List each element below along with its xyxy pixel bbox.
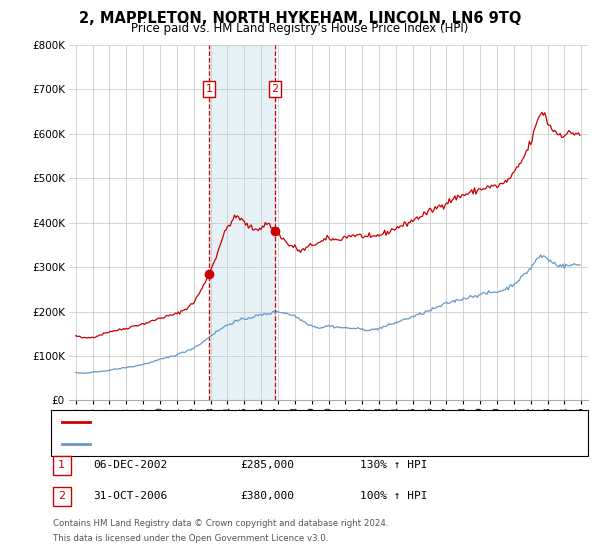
Bar (209, 45, 275, 400)
Text: 130% ↑ HPI: 130% ↑ HPI (360, 460, 427, 470)
Text: This data is licensed under the Open Government Licence v3.0.: This data is licensed under the Open Gov… (53, 534, 328, 543)
Text: 31-OCT-2006: 31-OCT-2006 (93, 491, 167, 501)
Text: 2: 2 (58, 491, 65, 501)
Text: Contains HM Land Registry data © Crown copyright and database right 2024.: Contains HM Land Registry data © Crown c… (53, 519, 388, 528)
Text: 2, MAPPLETON, NORTH HYKEHAM, LINCOLN, LN6 9TQ: 2, MAPPLETON, NORTH HYKEHAM, LINCOLN, LN… (79, 11, 521, 26)
Text: £380,000: £380,000 (240, 491, 294, 501)
Text: £285,000: £285,000 (240, 460, 294, 470)
Text: HPI: Average price, detached house, North Kesteven: HPI: Average price, detached house, Nort… (96, 438, 369, 449)
Text: 2: 2 (272, 84, 278, 94)
Text: 100% ↑ HPI: 100% ↑ HPI (360, 491, 427, 501)
Text: 1: 1 (58, 460, 65, 470)
Text: 06-DEC-2002: 06-DEC-2002 (93, 460, 167, 470)
Text: Price paid vs. HM Land Registry’s House Price Index (HPI): Price paid vs. HM Land Registry’s House … (131, 22, 469, 35)
Text: 1: 1 (206, 84, 212, 94)
Text: 2, MAPPLETON, NORTH HYKEHAM, LINCOLN, LN6 9TQ (detached house): 2, MAPPLETON, NORTH HYKEHAM, LINCOLN, LN… (96, 417, 468, 427)
